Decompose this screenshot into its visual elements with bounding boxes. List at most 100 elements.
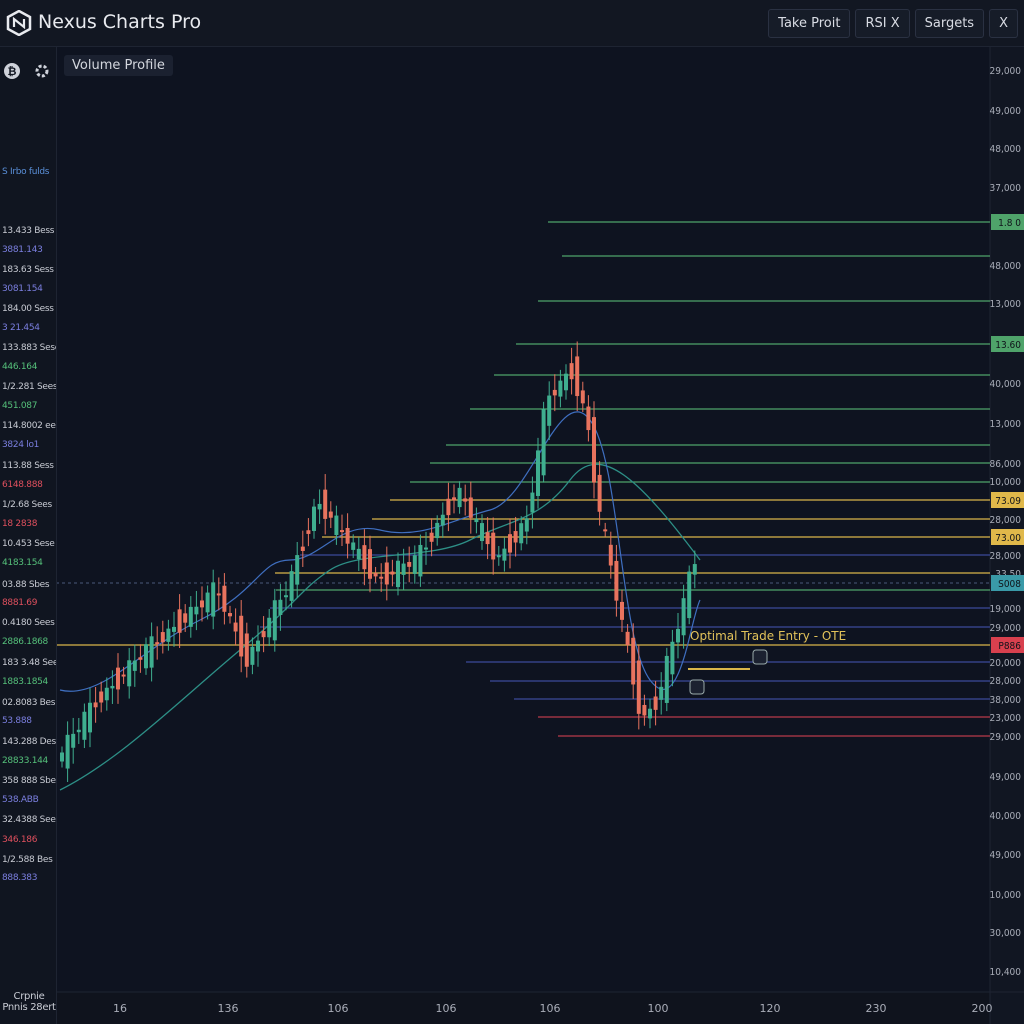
candle-body xyxy=(239,615,244,657)
candle-body xyxy=(452,497,456,501)
close-button[interactable]: X xyxy=(989,9,1018,38)
watchlist-item: 1/2.68 Sees xyxy=(2,500,52,510)
price-label: 33.50 xyxy=(995,569,1021,580)
price-label: 86,000 xyxy=(990,459,1022,470)
time-label: 106 xyxy=(328,1002,349,1015)
watchlist-item: 113.88 Sess xyxy=(2,461,54,471)
take-profit-button[interactable]: Take Proit xyxy=(768,9,851,38)
price-label: 10,400 xyxy=(990,967,1022,978)
candle-body xyxy=(608,544,613,566)
candle-body xyxy=(205,592,210,613)
candle-body xyxy=(401,563,406,575)
candle-body xyxy=(536,450,540,496)
candle-body xyxy=(267,617,272,638)
price-label: 40,000 xyxy=(990,811,1022,822)
price-tag xyxy=(991,492,1024,508)
candle-body xyxy=(216,593,221,596)
candle-body xyxy=(312,506,316,531)
candle-body xyxy=(278,599,283,615)
candle-body xyxy=(496,555,501,558)
candle-body xyxy=(552,389,557,396)
time-label: 136 xyxy=(218,1002,239,1015)
candle-body xyxy=(323,489,328,519)
price-label: 30,000 xyxy=(990,928,1022,939)
rsi-button[interactable]: RSI X xyxy=(855,9,910,38)
marker xyxy=(689,679,705,695)
candle-body xyxy=(508,534,512,553)
candle-body xyxy=(71,733,76,748)
candle-body xyxy=(132,660,137,671)
app-title: Nexus Charts Pro xyxy=(38,11,202,33)
candle-body xyxy=(642,704,647,716)
candle-body xyxy=(317,503,322,510)
candle-body xyxy=(116,667,120,690)
candle-body xyxy=(284,595,288,598)
watchlist-item: 3 21.454 xyxy=(2,323,40,333)
candle-body xyxy=(340,530,344,533)
candle-body xyxy=(65,734,70,769)
candle-body xyxy=(592,417,596,483)
candle-body xyxy=(104,687,109,701)
watchlist-item: 183.63 Sess xyxy=(2,265,54,275)
watchlist-item: 358 888 Sbes xyxy=(2,776,56,786)
candle-body xyxy=(676,628,680,643)
candle-body xyxy=(93,702,98,708)
price-label: 49,000 xyxy=(990,772,1022,783)
candle-body xyxy=(603,529,608,532)
candle-body xyxy=(480,523,484,542)
candle-body xyxy=(127,660,132,687)
price-label: 73.00 xyxy=(995,533,1021,544)
watchlist-item: 133.883 Sese xyxy=(2,343,56,353)
watchlist-item: 53.888 xyxy=(2,716,32,726)
price-label: 49,000 xyxy=(990,106,1022,117)
candle-body xyxy=(328,511,333,518)
watchlist-item: 18 2838 xyxy=(2,519,38,529)
price-label: 29,000 xyxy=(990,66,1022,77)
volume-profile-chip[interactable]: Volume Profile xyxy=(64,55,173,76)
candle-body xyxy=(194,606,199,615)
candle-body xyxy=(272,600,277,641)
time-label: 100 xyxy=(648,1002,669,1015)
targets-button[interactable]: Sargets xyxy=(914,9,985,38)
candle-body xyxy=(435,522,440,539)
time-label: 120 xyxy=(760,1002,781,1015)
sidebar-footer: Crpnie Pnnis 28ert xyxy=(2,991,56,1013)
moving-average xyxy=(59,463,701,791)
watchlist-item: 143.288 Desh xyxy=(2,737,56,747)
price-label: 19,000 xyxy=(990,604,1022,615)
price-label: 48,000 xyxy=(990,261,1022,272)
candle-body xyxy=(300,546,305,551)
price-label: 49,000 xyxy=(990,850,1022,861)
watchlist-item: 10.453 Sese xyxy=(2,539,55,549)
candle-body xyxy=(306,530,311,534)
price-tag xyxy=(991,214,1024,230)
candle-body xyxy=(541,409,546,476)
candle-body xyxy=(211,582,216,617)
watchlist-item: 183 3.48 Sees xyxy=(2,658,56,668)
price-label: 1.8 0 xyxy=(998,218,1021,229)
candle-body xyxy=(172,626,176,632)
candle-body xyxy=(351,542,356,550)
price-tag xyxy=(991,336,1024,352)
candle-body xyxy=(138,657,143,660)
candle-body xyxy=(631,637,636,685)
watchlist-item: 888.383 xyxy=(2,873,38,883)
candle-body xyxy=(233,622,238,632)
price-label: 28,000 xyxy=(990,676,1022,687)
candle-body xyxy=(457,487,462,508)
toolbar: Take Proit RSI X Sargets X xyxy=(768,9,1018,38)
candle-body xyxy=(653,696,658,710)
candle-body xyxy=(373,573,378,577)
candle-body xyxy=(289,571,294,601)
candle-body xyxy=(99,691,104,703)
watchlist-item: 1/2.281 Sees xyxy=(2,382,56,392)
candle-body xyxy=(250,646,255,665)
price-label: 37,000 xyxy=(990,183,1022,194)
candle-body xyxy=(295,555,300,585)
candle-body xyxy=(121,674,126,677)
candle-body xyxy=(558,380,563,397)
price-label: 73.09 xyxy=(995,496,1021,507)
candle-body xyxy=(664,655,669,703)
price-tag xyxy=(991,575,1024,591)
price-label: 23,000 xyxy=(990,713,1022,724)
